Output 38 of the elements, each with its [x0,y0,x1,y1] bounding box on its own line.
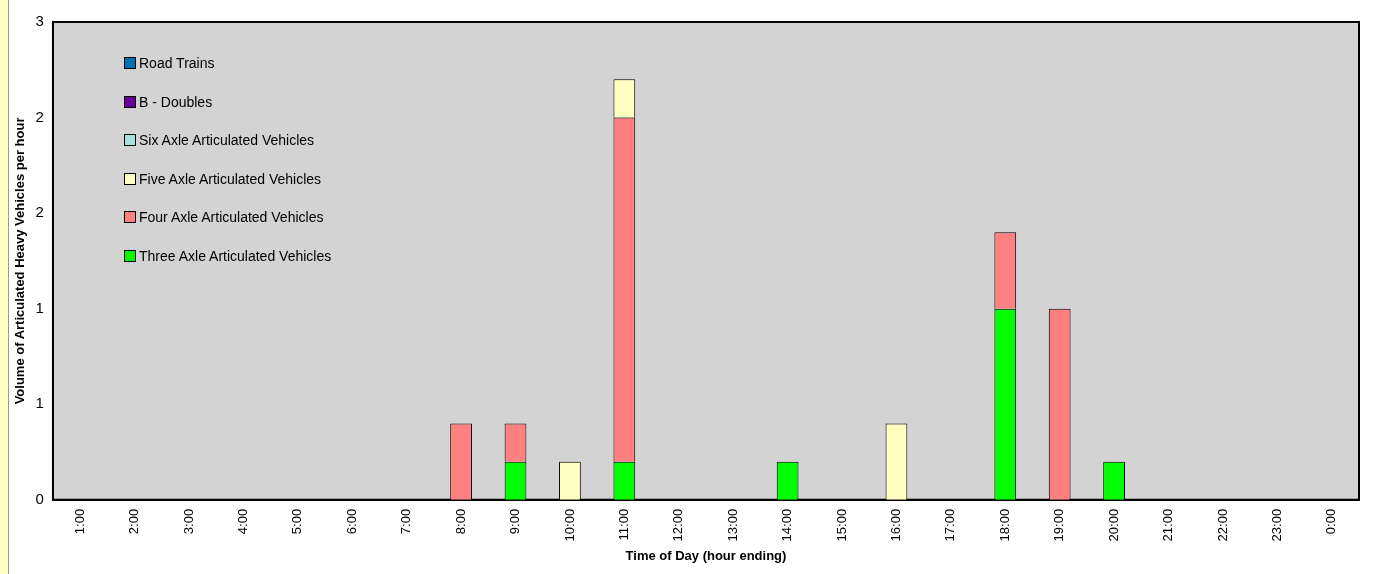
x-tick-label: 5:00 [289,508,305,535]
x-tick-label: 22:00 [1214,508,1230,542]
x-tick-label: 0:00 [1323,508,1339,535]
x-tick-label: 7:00 [398,508,414,535]
legend-label: Five Axle Articulated Vehicles [139,170,322,187]
x-tick-label: 18:00 [996,508,1012,542]
x-axis-title: Time of Day (hour ending) [625,547,787,563]
x-tick-label: 9:00 [507,508,523,535]
y-tick-label: 3 [35,12,44,30]
y-tick-label: 0 [35,490,44,508]
x-tick-label: 10:00 [561,508,577,542]
x-tick-label: 13:00 [724,508,740,542]
x-tick-label: 14:00 [779,508,795,542]
x-tick-label: 15:00 [833,508,849,542]
x-tick-label: 20:00 [1105,508,1121,542]
y-tick-label: 2 [35,203,44,221]
x-tick-label: 2:00 [126,508,142,535]
x-tick-label: 8:00 [452,508,468,535]
y-tick-label: 1 [35,394,44,412]
x-tick-label: 1:00 [71,508,87,535]
y-tick-label: 1 [35,298,44,316]
x-tick-label: 6:00 [343,508,359,535]
legend-label: Three Axle Articulated Vehicles [139,247,332,264]
x-tick-label: 19:00 [1051,508,1067,542]
x-tick-label: 17:00 [942,508,958,542]
x-tick-label: 4:00 [234,508,250,535]
x-tick-label: 3:00 [180,508,196,535]
legend-label: Road Trains [139,55,215,71]
x-tick-label: 21:00 [1160,508,1176,542]
legend-label: Four Axle Articulated Vehicles [139,209,324,225]
x-tick-label: 23:00 [1268,508,1284,542]
x-tick-label: 16:00 [888,508,904,542]
legend-label: Six Axle Articulated Vehicles [139,132,315,148]
legend-label: B - Doubles [139,93,213,110]
x-tick-label: 12:00 [670,508,686,542]
x-tick-label: 11:00 [615,508,631,541]
y-axis-title: Volume of Articulated Heavy Vehicles per hour [12,117,28,405]
y-tick-label: 2 [35,107,44,125]
